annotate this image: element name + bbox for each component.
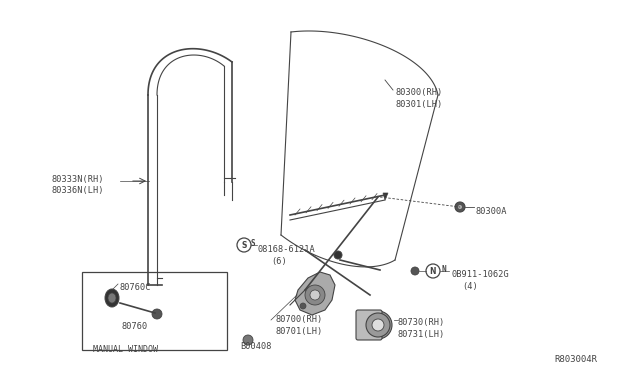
Polygon shape — [295, 272, 335, 315]
Text: 80730(RH): 80730(RH) — [397, 318, 444, 327]
Circle shape — [364, 311, 392, 339]
Text: S: S — [251, 238, 255, 247]
Text: 80300A: 80300A — [476, 207, 508, 216]
Circle shape — [458, 205, 463, 209]
Text: 80731(LH): 80731(LH) — [397, 330, 444, 339]
Circle shape — [305, 285, 325, 305]
Text: MANUAL WINDOW: MANUAL WINDOW — [93, 345, 158, 354]
Text: R803004R: R803004R — [554, 355, 597, 364]
Text: 80760: 80760 — [122, 322, 148, 331]
Text: N: N — [429, 266, 436, 276]
Text: 08168-6121A: 08168-6121A — [258, 245, 316, 254]
Circle shape — [300, 303, 306, 309]
Text: 80300(RH): 80300(RH) — [396, 88, 444, 97]
Circle shape — [243, 335, 253, 345]
Text: 80760C: 80760C — [120, 283, 152, 292]
Polygon shape — [383, 193, 388, 200]
Text: 80333N(RH): 80333N(RH) — [52, 175, 104, 184]
Text: 80701(LH): 80701(LH) — [275, 327, 323, 336]
Circle shape — [366, 313, 390, 337]
Ellipse shape — [108, 293, 116, 303]
Text: S: S — [241, 241, 246, 250]
Text: 80301(LH): 80301(LH) — [396, 100, 444, 109]
Text: B00408: B00408 — [240, 342, 271, 351]
Circle shape — [334, 251, 342, 259]
Text: N: N — [441, 264, 445, 273]
Circle shape — [411, 267, 419, 275]
Text: 80700(RH): 80700(RH) — [275, 315, 323, 324]
Circle shape — [310, 290, 320, 300]
Circle shape — [372, 319, 384, 331]
Text: 80336N(LH): 80336N(LH) — [52, 186, 104, 195]
Circle shape — [455, 202, 465, 212]
FancyBboxPatch shape — [356, 310, 382, 340]
Text: (4): (4) — [462, 282, 477, 291]
Bar — [82, 272, 227, 350]
Text: 0B911-1062G: 0B911-1062G — [451, 270, 509, 279]
Circle shape — [370, 317, 386, 333]
Circle shape — [152, 309, 162, 319]
Text: (6): (6) — [271, 257, 287, 266]
Ellipse shape — [105, 289, 119, 307]
Circle shape — [375, 322, 381, 328]
